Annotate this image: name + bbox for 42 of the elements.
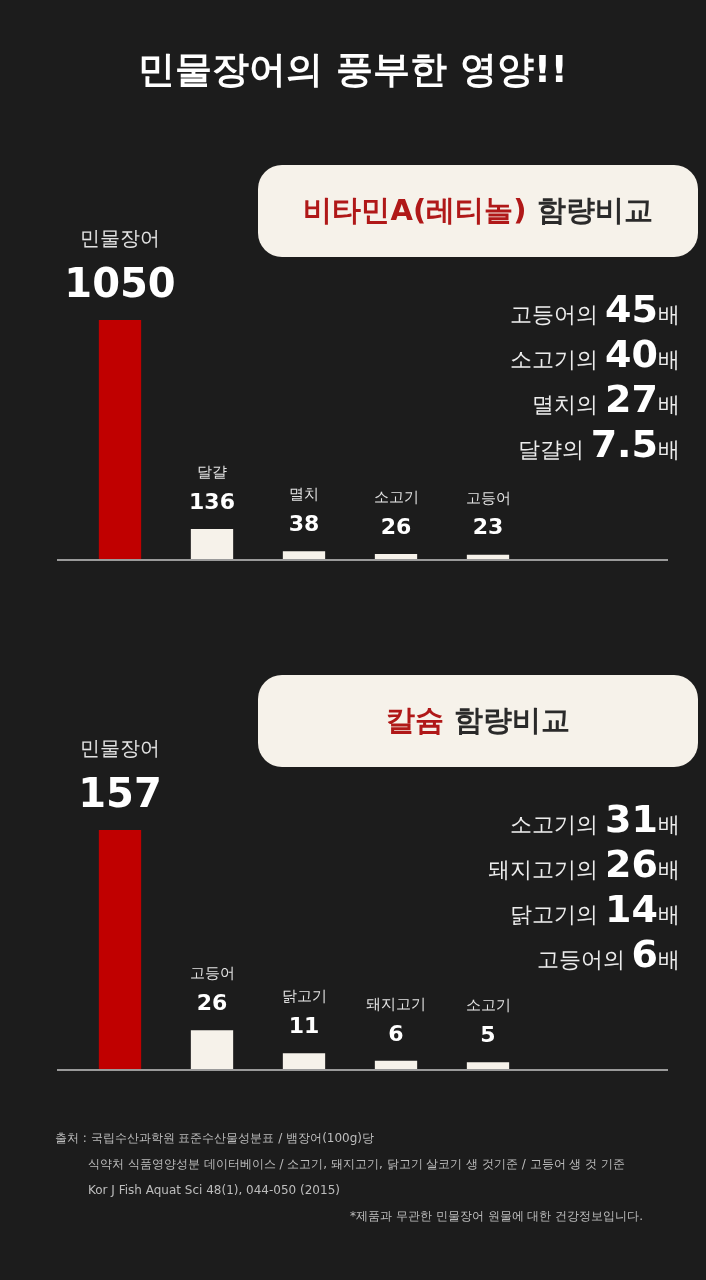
bar — [98, 830, 142, 1070]
category-label: 고등어 — [189, 964, 235, 983]
text: 민물장어의 풍부한 영양!! — [137, 47, 569, 93]
data-label: 136 — [189, 488, 235, 514]
category-label: 달걀 — [197, 462, 227, 481]
text: Kor J Fish Aquat Sci 48(1), 044-050 (2015) — [88, 1182, 340, 1199]
category-label: 돼지고기 — [366, 994, 426, 1013]
annotation: 닭고기의 14배 — [510, 887, 680, 931]
bar — [466, 1062, 510, 1070]
text: 식약처 식품영양성분 데이터베이스 / 소고기, 돼지고기, 닭고기 살코기 생 것기준 / 고등어 생 것 기준 — [88, 1156, 626, 1173]
annotation: 달걀의 7.5배 — [517, 422, 680, 466]
data-label: 11 — [288, 1012, 320, 1038]
annotation: 돼지고기의 26배 — [488, 842, 680, 886]
data-label: 38 — [288, 511, 320, 537]
data-label: 6 — [388, 1020, 404, 1046]
data-label: 26 — [196, 989, 228, 1015]
bar — [282, 1053, 326, 1070]
category-label: 민물장어 — [80, 226, 160, 251]
annotation: 멸치의 27배 — [532, 377, 680, 421]
chart-title: 비타민A(레티놀) 함량비교 — [303, 193, 653, 227]
category-label: 소고기 — [465, 996, 511, 1015]
data-label: 26 — [380, 513, 412, 539]
data-label: 23 — [472, 514, 504, 540]
bar — [98, 320, 142, 560]
text: 고등어의 6배 — [536, 932, 680, 976]
bar — [190, 1030, 234, 1070]
bar — [190, 528, 234, 560]
data-label: 1050 — [64, 260, 176, 307]
category-label: 멸치 — [289, 485, 319, 504]
category-label: 민물장어 — [80, 736, 160, 761]
chart-title: 칼슘 함량비교 — [385, 703, 571, 737]
bar — [282, 551, 326, 560]
data-label: 5 — [480, 1022, 496, 1048]
text: *제품과 무관한 민물장어 원물에 대한 건강정보입니다. — [350, 1208, 643, 1225]
annotation: 소고기의 31배 — [510, 797, 680, 841]
category-label: 고등어 — [465, 488, 511, 507]
annotation: 고등어의 45배 — [510, 287, 680, 331]
category-label: 소고기 — [373, 487, 419, 506]
source-note: 출처 : 국립수산과학원 표준수산물성분표 / 뱀장어(100g)당 — [55, 1130, 375, 1147]
category-label: 닭고기 — [281, 987, 327, 1006]
data-label: 157 — [78, 770, 162, 817]
annotation: 소고기의 40배 — [510, 332, 680, 376]
